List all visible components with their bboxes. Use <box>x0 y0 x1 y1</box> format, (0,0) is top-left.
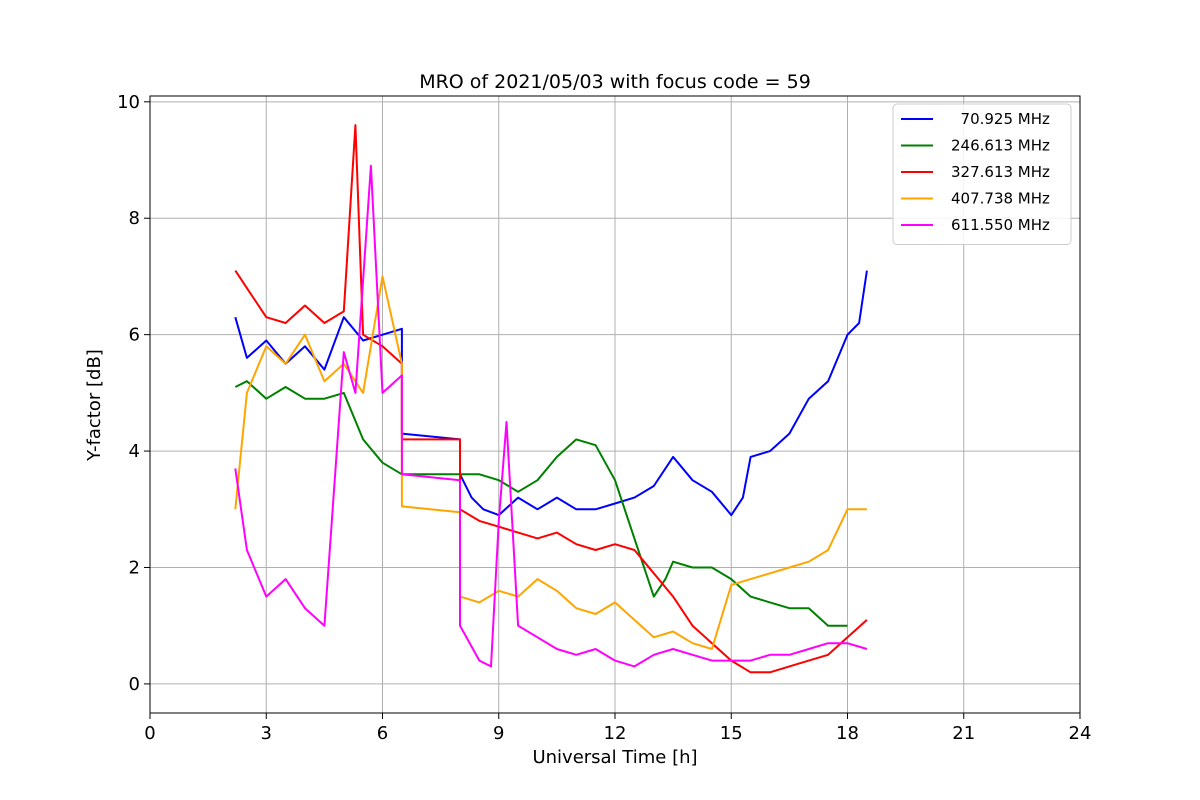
legend-label-5: 611.550 MHz <box>951 216 1050 234</box>
y-tick-label: 6 <box>129 325 140 346</box>
legend-label-4: 407.738 MHz <box>951 190 1050 208</box>
legend: 70.925 MHz 246.613 MHz 327.613 MHz 407.738 … <box>892 103 1072 245</box>
y-tick-label: 8 <box>129 208 140 229</box>
legend-box <box>892 103 1072 245</box>
series-line-3 <box>234 124 868 674</box>
x-tick-label: 15 <box>720 723 743 744</box>
x-tick-label: 3 <box>261 723 272 744</box>
series-lines <box>234 124 868 674</box>
legend-label-2: 246.613 MHz <box>951 137 1050 155</box>
series-line-5 <box>234 164 868 668</box>
x-tick-label: 9 <box>493 723 504 744</box>
x-tick-label: 6 <box>377 723 388 744</box>
x-tick-label: 12 <box>604 723 627 744</box>
y-tick-label: 10 <box>117 92 140 113</box>
x-tick-label: 18 <box>836 723 859 744</box>
chart-title: MRO of 2021/05/03 with focus code = 59 <box>419 71 811 93</box>
series-line-4 <box>234 275 867 650</box>
y-tick-label: 2 <box>129 557 140 578</box>
series-line-2 <box>234 380 848 627</box>
y-axis-label: Y-factor [dB] <box>84 349 105 462</box>
legend-label-1: 70.925 MHz <box>951 110 1050 128</box>
legend-label-3: 327.613 MHz <box>951 163 1050 181</box>
y-tick-label: 0 <box>129 674 140 695</box>
x-tick-label: 24 <box>1069 723 1092 744</box>
y-tick-label: 4 <box>129 441 140 462</box>
series-line-1 <box>234 270 868 517</box>
x-axis-label: Universal Time [h] <box>532 747 697 768</box>
x-tick-label: 0 <box>144 723 155 744</box>
x-tick-label: 21 <box>952 723 975 744</box>
